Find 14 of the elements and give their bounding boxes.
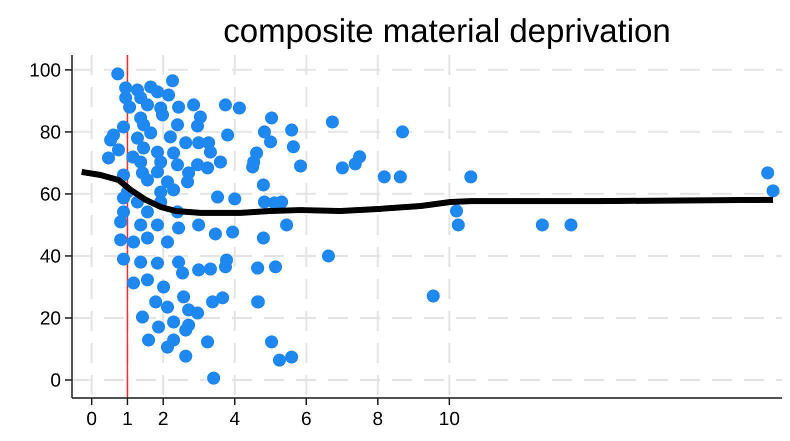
y-tick-label: 100 (29, 60, 61, 82)
x-tick-label: 4 (229, 409, 240, 430)
x-tick-label: 8 (372, 409, 384, 430)
x-tick-label: 1 (122, 409, 133, 430)
x-tick-label: 10 (438, 409, 460, 430)
chart-title: composite material deprivation (223, 12, 671, 49)
y-tick-label: 0 (50, 370, 61, 392)
x-tick-label: 2 (158, 409, 168, 430)
y-tick-label: 60 (40, 184, 61, 206)
y-tick-label: 40 (40, 246, 61, 268)
x-tick-label: 6 (300, 409, 312, 430)
x-tick-label: 0 (86, 409, 97, 430)
y-tick-label: 80 (40, 122, 61, 144)
y-tick-label: 20 (40, 308, 61, 330)
